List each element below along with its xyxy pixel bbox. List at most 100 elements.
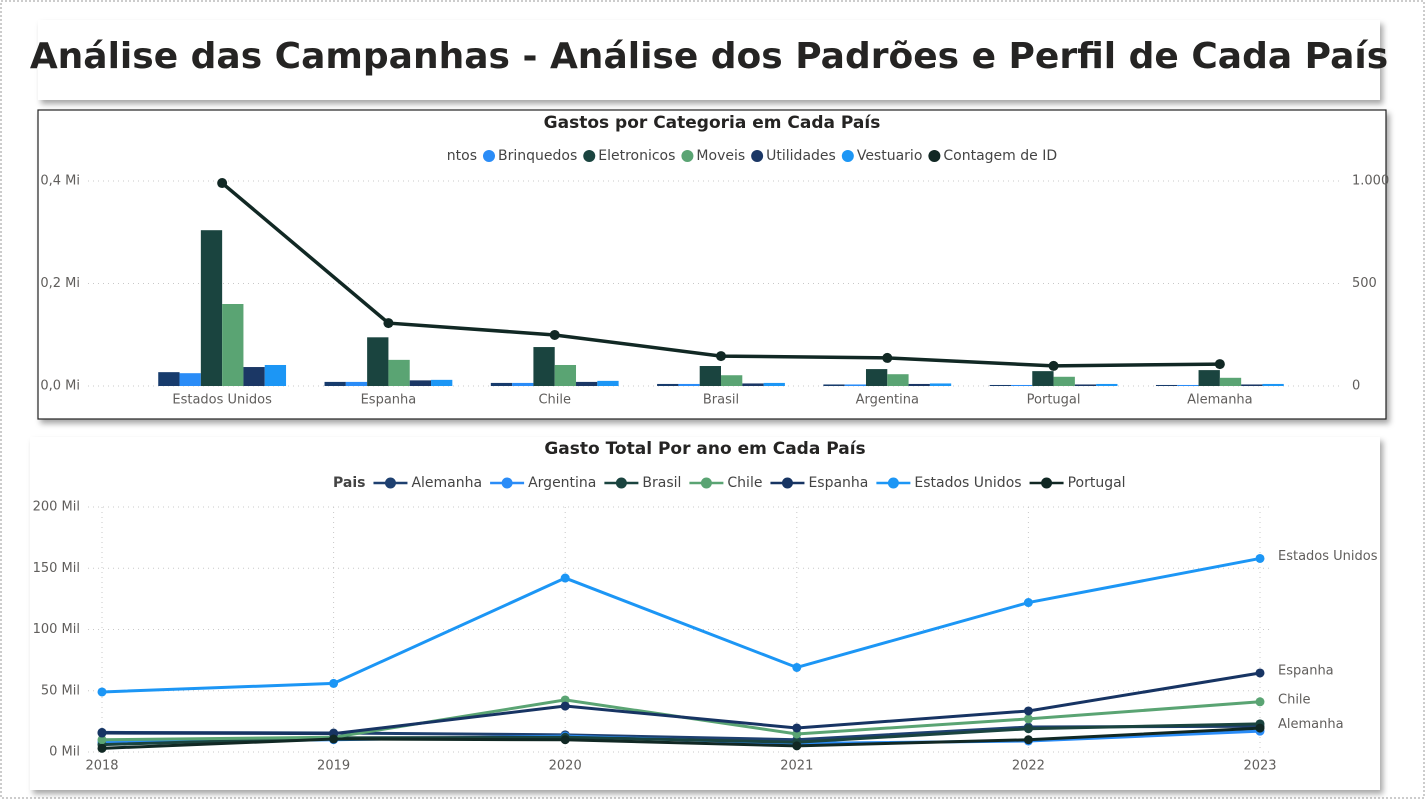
line [101,671,1261,736]
line-point [882,352,893,363]
bar [1155,384,1178,386]
legend-label: Vestuario [857,148,923,164]
bar [222,304,244,386]
line-point [97,743,107,753]
line-point [383,318,394,329]
line-point [329,678,339,688]
bar [264,364,287,386]
legend-label: Moveis [696,148,745,164]
legend-marker [615,477,627,489]
x-tick-label: Brasil [703,393,739,408]
legend-label: Alemanha [411,475,482,491]
legend-marker [384,477,396,489]
y-tick-label: 0,2 Mi [40,276,80,291]
bar [367,337,389,386]
legend-marker [928,150,941,162]
line-point [97,687,107,697]
bar [345,381,368,386]
bar [1177,384,1199,386]
chart-2: Gasto Total Por ano em Cada País 0 Mil 50 … [33,439,1378,774]
chart-title: Gastos por Categoria em Cada País [544,113,881,133]
bar [844,384,866,386]
legend-label: Alimentos [407,148,477,164]
bar [1241,384,1263,386]
legend-label: Brasil [642,475,681,491]
line-point [217,178,228,189]
bar [763,382,785,386]
x-tick-label: Espanha [361,393,417,408]
bar [929,383,952,386]
x-tick-label: Estados Unidos [172,393,272,408]
legend-marker [751,150,764,162]
legend-marker [501,477,513,489]
bar [431,379,453,386]
bar [721,375,743,386]
x-tick-label: Alemanha [1187,393,1253,408]
line-point [1255,723,1265,733]
line-point [329,734,339,744]
line-point [1214,359,1225,370]
bar [1198,370,1220,386]
title-box [38,20,1380,100]
legend-marker [781,477,793,489]
legend-marker [841,150,854,162]
bar [409,380,432,386]
line-point [792,741,802,751]
line-point [549,329,560,340]
bar [989,384,1011,386]
bar [1262,383,1284,386]
line-point [716,351,726,362]
legend-label: Utilidades [766,148,836,164]
chart-title: Gasto Total Por ano em Cada País [544,439,865,459]
x-tick-label: Chile [538,393,571,408]
line-point [1023,598,1033,608]
line-point [560,573,570,583]
line-point [1023,714,1033,724]
line-point [792,723,802,733]
line-point [792,662,802,672]
bar [678,383,700,386]
bar [1010,384,1033,386]
line-point [97,728,107,738]
bar [388,359,410,386]
bar [179,373,201,386]
bar [887,374,909,386]
legend-label: Portugal [1068,475,1126,491]
y-tick-label: 0,4 Mi [40,174,80,189]
line-point [1023,735,1033,745]
legend-label: Eletronicos [598,148,675,164]
end-label: Espanha [1278,663,1334,678]
bar [490,382,513,386]
y-tick-label: 0,0 Mi [40,379,80,394]
bar [1219,377,1242,386]
x-tick-label: 2022 [1012,759,1045,774]
end-label: Chile [1278,692,1311,707]
legend-label: Estados Unidos [914,475,1021,491]
legend-marker [483,150,495,162]
bar [699,366,721,386]
legend-label: Argentina [528,475,596,491]
y-tick-label: 50 Mil [41,683,80,698]
legend-label: Espanha [808,475,868,491]
line-point [1048,360,1059,371]
line-point [1023,706,1033,716]
x-tick-label: 2020 [549,759,582,774]
bar [823,384,845,386]
x-tick-label: 2019 [317,759,350,774]
legend-marker [887,477,899,489]
y-tick-label: 0 Mil [49,745,80,760]
line-point [1255,697,1265,707]
y-tick-label: 150 Mil [33,561,80,576]
bar [1074,384,1097,386]
x-tick-label: Portugal [1027,393,1081,408]
y2-tick-label: 0 [1352,379,1360,394]
bar [512,382,534,386]
page-title: Análise das Campanhas - Análise dos Padr… [30,36,1388,77]
line-point [1023,724,1033,734]
legend-label: Contagem de ID [943,148,1057,164]
bar [533,347,555,386]
y-tick-label: 200 Mil [33,500,80,515]
end-label: Estados Unidos [1278,549,1378,564]
